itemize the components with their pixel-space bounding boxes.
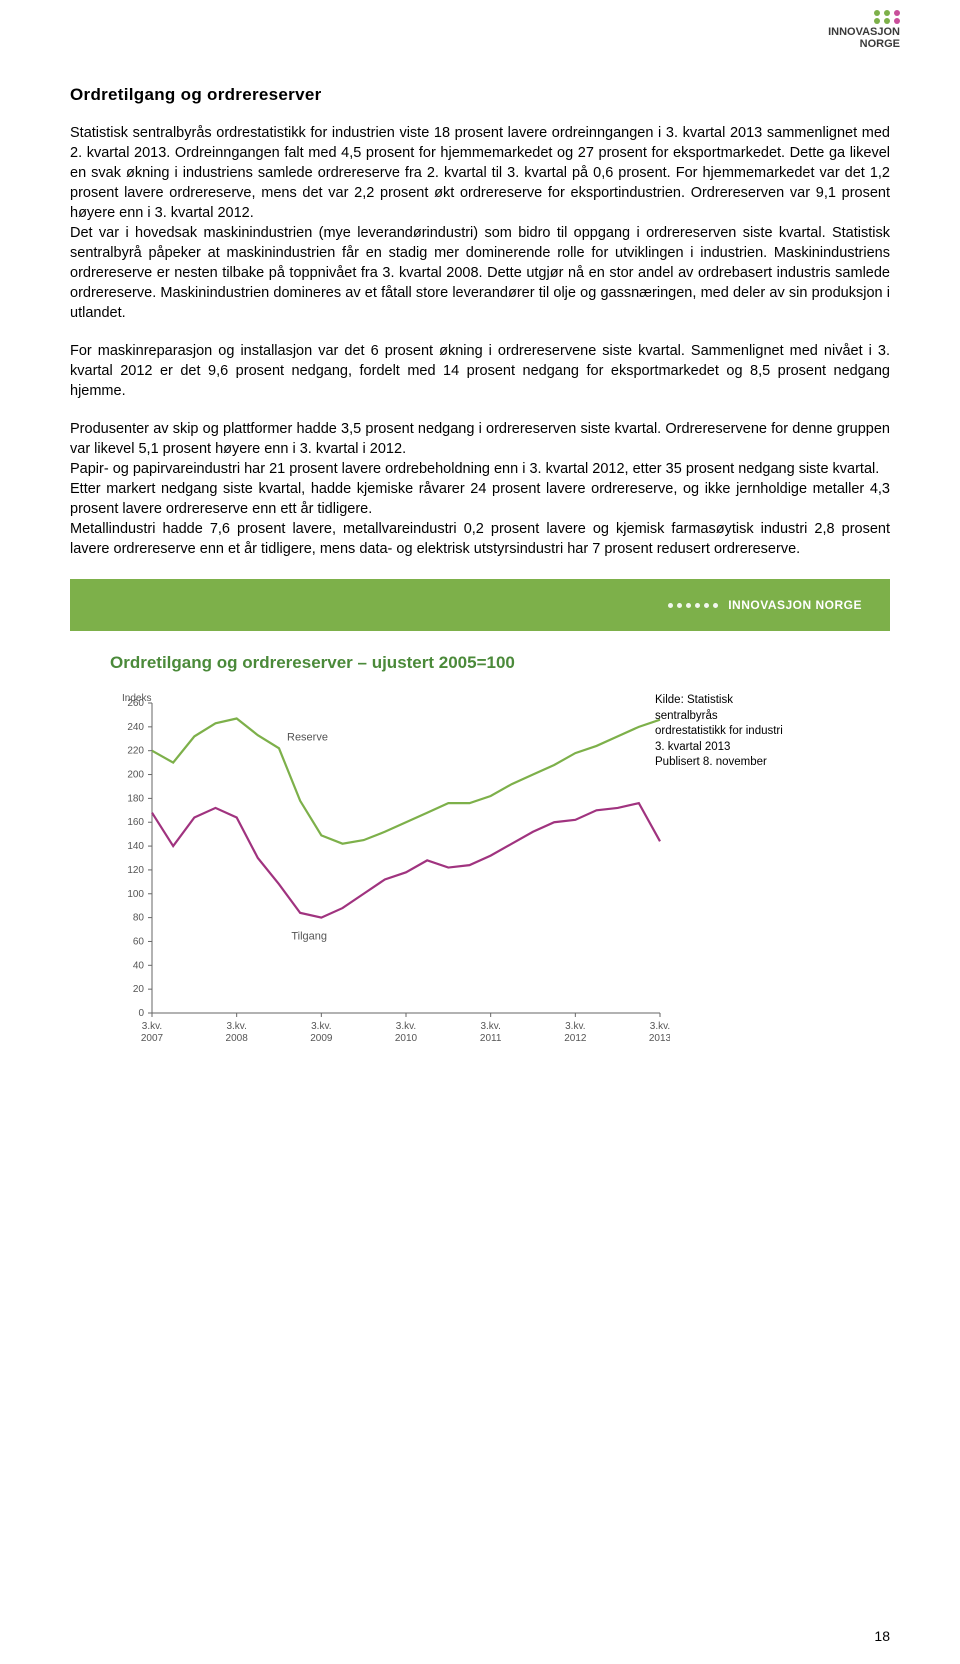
svg-text:40: 40	[133, 960, 145, 971]
logo-text: INNOVASJON NORGE	[828, 26, 900, 50]
svg-text:3.kv.: 3.kv.	[565, 1021, 585, 1032]
svg-text:3.kv.: 3.kv.	[650, 1021, 670, 1032]
svg-text:3.kv.: 3.kv.	[142, 1021, 162, 1032]
chart-wrap: Indeks0204060801001201401601802002202402…	[110, 693, 890, 1053]
paragraph: Etter markert nedgang siste kvartal, had…	[70, 479, 890, 519]
svg-text:260: 260	[127, 698, 144, 709]
logo-dots-row	[828, 18, 900, 24]
paragraph: For maskinreparasjon og installasjon var…	[70, 341, 890, 401]
svg-text:Reserve: Reserve	[287, 731, 328, 743]
paragraph: Det var i hovedsak maskinindustrien (mye…	[70, 223, 890, 323]
brand-logo: INNOVASJON NORGE	[828, 10, 900, 50]
svg-text:180: 180	[127, 793, 144, 804]
svg-text:80: 80	[133, 913, 145, 924]
svg-text:2007: 2007	[141, 1033, 164, 1044]
svg-text:120: 120	[127, 865, 144, 876]
svg-text:140: 140	[127, 841, 144, 852]
svg-text:2011: 2011	[480, 1033, 502, 1044]
svg-text:3.kv.: 3.kv.	[311, 1021, 331, 1032]
chart-title: Ordretilgang og ordrereserver – ujustert…	[110, 653, 890, 673]
chart-line: Indeks0204060801001201401601802002202402…	[110, 693, 670, 1053]
svg-text:60: 60	[133, 936, 145, 947]
svg-text:220: 220	[127, 746, 144, 757]
paragraph: Metallindustri hadde 7,6 prosent lavere,…	[70, 519, 890, 559]
svg-text:20: 20	[133, 984, 145, 995]
banner-brand-text: INNOVASJON NORGE	[728, 598, 862, 612]
paragraph: Statistisk sentralbyrås ordrestatistikk …	[70, 123, 890, 223]
chart-banner: INNOVASJON NORGE	[70, 579, 890, 631]
svg-text:200: 200	[127, 770, 144, 781]
page-number: 18	[874, 1628, 890, 1644]
svg-text:2009: 2009	[310, 1033, 333, 1044]
brand-line: NORGE	[860, 38, 900, 50]
section-title: Ordretilgang og ordrereserver	[70, 85, 890, 105]
svg-text:2010: 2010	[395, 1033, 418, 1044]
svg-text:2008: 2008	[226, 1033, 249, 1044]
brand-line: INNOVASJON	[828, 26, 900, 38]
logo-dots-row	[828, 10, 900, 16]
svg-text:240: 240	[127, 722, 144, 733]
chart-source: Kilde: Statistisksentralbyråsordrestatis…	[655, 693, 825, 771]
svg-text:3.kv.: 3.kv.	[480, 1021, 500, 1032]
svg-text:160: 160	[127, 817, 144, 828]
svg-text:100: 100	[127, 889, 144, 900]
svg-text:Tilgang: Tilgang	[291, 931, 327, 943]
svg-text:2013: 2013	[649, 1033, 670, 1044]
svg-text:3.kv.: 3.kv.	[396, 1021, 416, 1032]
svg-text:2012: 2012	[564, 1033, 587, 1044]
svg-text:0: 0	[138, 1008, 144, 1019]
page-content: Ordretilgang og ordrereserver Statistisk…	[0, 0, 960, 1053]
banner-dots	[668, 603, 718, 608]
banner-logo: INNOVASJON NORGE	[668, 598, 862, 612]
paragraph: Produsenter av skip og plattformer hadde…	[70, 419, 890, 459]
paragraph: Papir- og papirvareindustri har 21 prose…	[70, 459, 890, 479]
chart-card: INNOVASJON NORGE Ordretilgang og ordrere…	[70, 579, 890, 1053]
svg-text:3.kv.: 3.kv.	[226, 1021, 246, 1032]
